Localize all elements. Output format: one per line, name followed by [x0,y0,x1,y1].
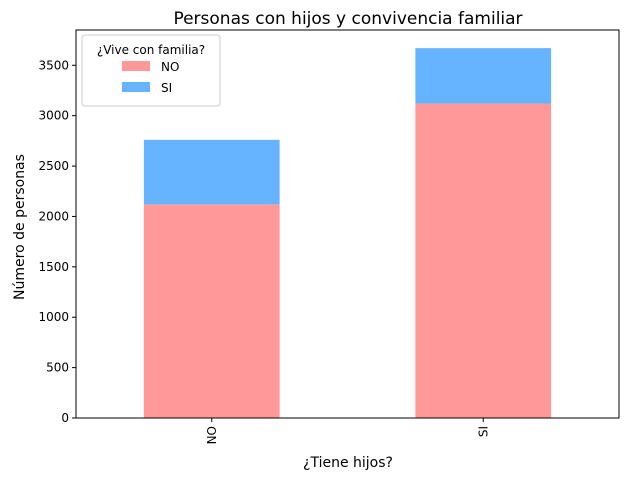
y-tick-label: 0 [61,411,69,425]
y-axis: 0 500 1000 1500 2000 2500 3000 3500 [38,58,76,425]
y-tick-label: 3000 [38,109,69,123]
chart-title: Personas con hijos y convivencia familia… [173,9,522,29]
bar-si-no [415,103,552,418]
legend-title: ¿Vive con familia? [97,43,205,57]
y-axis-label: Número de personas [12,154,28,300]
bar-no-si [143,139,280,205]
x-tick-label-no: NO [205,426,219,444]
y-tick-label: 3500 [38,58,69,72]
bar-no-no [143,204,280,418]
x-axis: NO SI [205,418,490,444]
y-tick-label: 2000 [38,209,69,223]
y-tick-label: 2500 [38,159,69,173]
bar-si-si [415,48,552,104]
y-tick-label: 500 [46,361,69,375]
legend-label-no: NO [161,60,179,74]
legend: ¿Vive con familia? NO SI [81,34,221,107]
legend-box [81,34,221,107]
y-tick-label: 1000 [38,310,69,324]
legend-label-si: SI [161,81,172,95]
legend-swatch-si [122,82,150,92]
x-tick-label-si: SI [476,426,490,437]
bars-group [143,48,552,418]
plot-frame [75,29,620,419]
legend-items: NO SI [122,60,179,95]
legend-swatch-no [122,61,150,71]
x-axis-label: ¿Tiene hijos? [303,455,393,471]
y-tick-label: 1500 [38,260,69,274]
